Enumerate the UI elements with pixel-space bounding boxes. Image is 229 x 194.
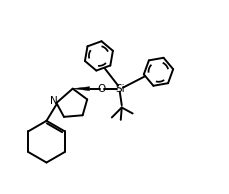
Text: N: N: [49, 96, 57, 106]
Text: Si: Si: [114, 84, 124, 94]
Text: O: O: [97, 84, 106, 94]
Polygon shape: [72, 87, 89, 91]
